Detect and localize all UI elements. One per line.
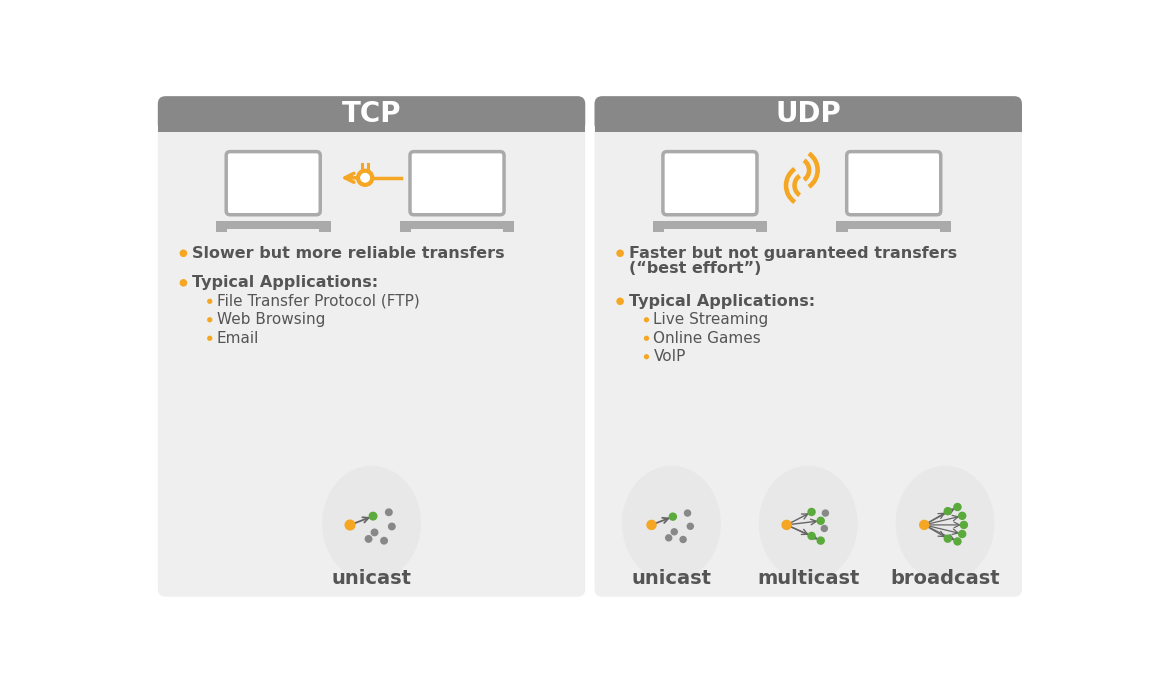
Text: Typical Applications:: Typical Applications: [192, 275, 378, 290]
Circle shape [960, 521, 967, 528]
FancyBboxPatch shape [847, 152, 940, 215]
Circle shape [665, 535, 672, 541]
Circle shape [617, 298, 623, 305]
Text: Typical Applications:: Typical Applications: [628, 294, 815, 309]
Bar [837, 228, 848, 232]
Text: unicast: unicast [331, 569, 412, 589]
Bar [216, 221, 330, 228]
Text: Live Streaming: Live Streaming [654, 312, 769, 327]
Circle shape [670, 513, 677, 520]
FancyBboxPatch shape [158, 96, 585, 597]
Bar [595, 104, 1022, 132]
Circle shape [920, 521, 929, 530]
Bar [653, 228, 664, 232]
Circle shape [817, 537, 824, 544]
Ellipse shape [895, 466, 994, 581]
Circle shape [208, 336, 212, 340]
Circle shape [782, 521, 791, 530]
Circle shape [645, 355, 648, 359]
Text: VoIP: VoIP [654, 349, 686, 364]
Bar [319, 228, 330, 232]
Text: Web Browsing: Web Browsing [216, 312, 325, 327]
Ellipse shape [622, 466, 721, 581]
Text: multicast: multicast [757, 569, 860, 589]
Text: Faster but not guaranteed transfers: Faster but not guaranteed transfers [628, 246, 956, 261]
Circle shape [944, 508, 952, 514]
Circle shape [181, 280, 186, 286]
Bar [158, 104, 585, 132]
Text: Slower but more reliable transfers: Slower but more reliable transfers [192, 246, 504, 261]
Circle shape [361, 174, 369, 182]
Circle shape [959, 512, 966, 519]
Text: Online Games: Online Games [654, 331, 761, 346]
Circle shape [954, 538, 961, 545]
Circle shape [808, 508, 815, 515]
Circle shape [208, 318, 212, 322]
Circle shape [181, 250, 186, 257]
Text: broadcast: broadcast [890, 569, 1000, 589]
Text: UDP: UDP [776, 100, 841, 128]
Circle shape [959, 530, 966, 538]
Circle shape [345, 520, 355, 530]
Circle shape [369, 512, 376, 520]
Text: Email: Email [216, 331, 259, 346]
Circle shape [680, 536, 686, 543]
Ellipse shape [759, 466, 857, 581]
Circle shape [208, 299, 212, 303]
Bar [503, 228, 514, 232]
FancyBboxPatch shape [595, 96, 1022, 597]
Bar [837, 221, 951, 228]
Circle shape [817, 517, 824, 524]
Circle shape [645, 336, 648, 340]
Circle shape [381, 538, 388, 544]
Circle shape [617, 250, 623, 257]
Circle shape [647, 521, 656, 530]
Bar [216, 228, 228, 232]
Circle shape [685, 510, 691, 516]
FancyBboxPatch shape [410, 152, 504, 215]
FancyBboxPatch shape [663, 152, 757, 215]
Circle shape [372, 529, 378, 536]
FancyBboxPatch shape [158, 96, 585, 132]
Circle shape [671, 529, 677, 535]
Circle shape [687, 523, 693, 530]
FancyBboxPatch shape [595, 96, 1022, 132]
Circle shape [822, 525, 828, 532]
Circle shape [357, 169, 374, 187]
Text: TCP: TCP [342, 100, 402, 128]
Bar [653, 221, 768, 228]
Circle shape [365, 536, 372, 542]
Circle shape [808, 532, 815, 539]
Circle shape [386, 509, 392, 515]
Circle shape [645, 318, 648, 322]
Ellipse shape [322, 466, 421, 581]
Text: File Transfer Protocol (FTP): File Transfer Protocol (FTP) [216, 294, 419, 309]
Bar [399, 228, 411, 232]
FancyBboxPatch shape [227, 152, 320, 215]
Circle shape [389, 523, 395, 530]
Circle shape [823, 510, 829, 516]
Bar [399, 221, 514, 228]
Text: unicast: unicast [632, 569, 711, 589]
Bar [756, 228, 768, 232]
Circle shape [954, 504, 961, 510]
Circle shape [944, 535, 952, 542]
Text: (“best effort”): (“best effort”) [628, 261, 761, 276]
Bar [939, 228, 951, 232]
